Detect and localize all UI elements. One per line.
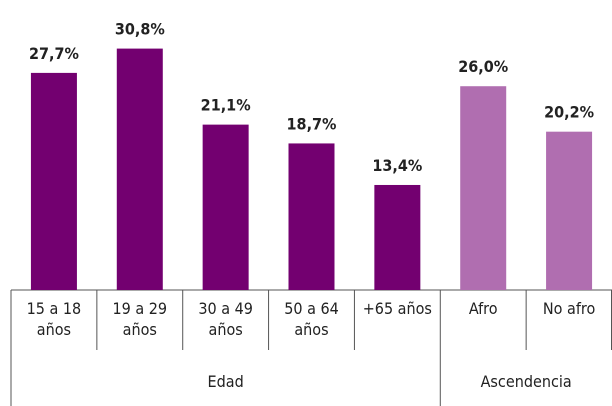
group-label: Ascendencia	[480, 372, 572, 391]
x-tick-label: +65 años	[362, 299, 432, 318]
bar	[374, 184, 421, 290]
value-label: 13,4%	[372, 156, 422, 175]
value-label: 30,8%	[115, 20, 165, 39]
x-tick-label: 50 a 64 años	[284, 299, 339, 339]
bar	[460, 86, 507, 290]
value-label: 27,7%	[29, 44, 79, 63]
bar	[288, 143, 335, 290]
value-label: 26,0%	[458, 57, 508, 76]
bar	[202, 124, 249, 291]
x-tick-label: 15 a 18 años	[26, 299, 82, 339]
bar	[116, 48, 163, 291]
bar	[30, 72, 77, 290]
value-label: 20,2%	[544, 103, 594, 122]
value-label: 18,7%	[287, 114, 337, 133]
x-tick-label: 19 a 29 años	[112, 299, 168, 339]
group-label: Edad	[207, 372, 244, 391]
bar	[546, 131, 593, 290]
x-tick-label: Afro	[468, 299, 498, 318]
value-label: 21,1%	[201, 96, 251, 115]
x-tick-label: No afro	[542, 299, 596, 318]
x-tick-label: 30 a 49 años	[198, 299, 253, 339]
